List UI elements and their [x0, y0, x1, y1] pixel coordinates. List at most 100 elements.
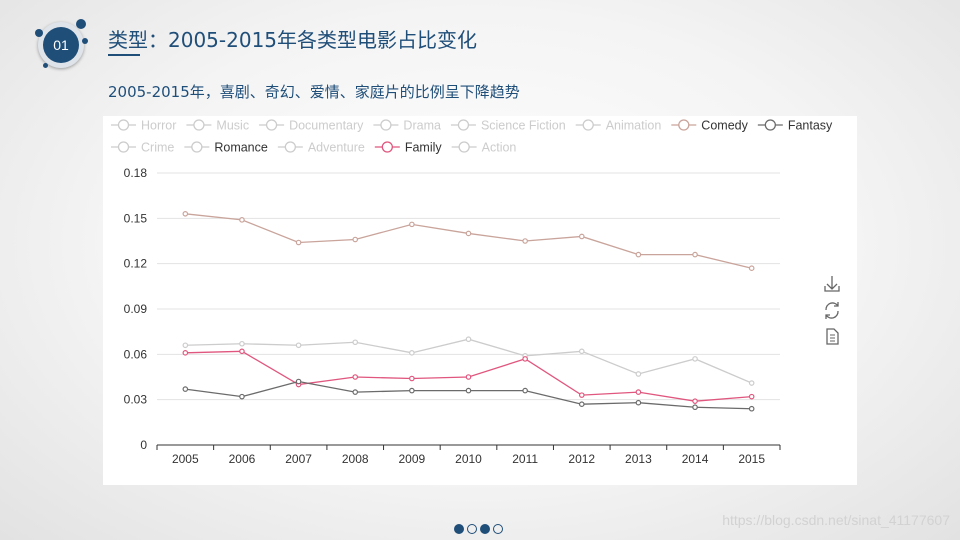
- x-tick-label: 2011: [512, 452, 538, 466]
- data-point: [409, 387, 415, 394]
- pager-dot[interactable]: [454, 524, 464, 534]
- y-tick-label: 0.03: [124, 393, 148, 407]
- x-tick-label: 2010: [455, 452, 482, 466]
- page-subtitle: 2005-2015年，喜剧、奇幻、爱情、家庭片的比例呈下降趋势: [108, 83, 520, 101]
- data-point: [522, 387, 528, 394]
- data-point: [578, 392, 585, 398]
- data-point: [578, 401, 585, 408]
- legend-item-family[interactable]: Family: [374, 141, 443, 155]
- x-tick-label: 2007: [285, 452, 312, 466]
- data-point: [409, 375, 415, 382]
- x-tick-label: 2015: [738, 452, 765, 466]
- data-view-icon[interactable]: [826, 328, 839, 345]
- data-point: [352, 236, 359, 243]
- data-point: [522, 356, 528, 362]
- data-point: [465, 387, 472, 394]
- data-point: [635, 389, 642, 395]
- line-chart: 0 0.03 0.06 0.09 0.12 0.15 0.18 2005 2006 2007 200…: [111, 119, 840, 466]
- data-point: [578, 348, 585, 355]
- y-tick-label: 0.15: [124, 211, 148, 225]
- watermark: https://blog.csdn.net/sinat_41177607: [722, 512, 950, 528]
- series-line-fantasy: [185, 380, 752, 410]
- pager-dot[interactable]: [480, 524, 490, 534]
- x-tick-label: 2005: [172, 452, 199, 466]
- legend-label: Romance: [214, 141, 268, 155]
- legend-label: Crime: [141, 141, 174, 155]
- data-point: [295, 378, 302, 385]
- legend-item-drama[interactable]: Drama: [373, 119, 441, 133]
- data-point: [182, 211, 189, 217]
- legend-label: Fantasy: [788, 119, 833, 133]
- legend-marker-icon: [117, 141, 130, 153]
- section-number: 01: [43, 27, 79, 63]
- x-tick-label: 2008: [342, 452, 369, 466]
- slide-pager: [454, 524, 503, 534]
- pager-dot[interactable]: [493, 524, 503, 534]
- x-tick-label: 2006: [229, 452, 256, 466]
- data-point: [635, 371, 642, 377]
- legend-item-romance[interactable]: Romance: [184, 141, 268, 155]
- series-line-comedy: [185, 213, 752, 269]
- legend-item-science-fiction[interactable]: Science Fiction: [450, 119, 566, 133]
- legend-marker-icon: [265, 119, 278, 131]
- y-tick-label: 0.09: [124, 302, 148, 316]
- badge-dot: [82, 38, 88, 44]
- data-point: [352, 374, 359, 380]
- legend-label: Science Fiction: [481, 119, 566, 133]
- data-point: [465, 374, 472, 380]
- refresh-icon[interactable]: [825, 302, 839, 319]
- data-point: [295, 239, 302, 246]
- legend-label: Animation: [606, 119, 662, 133]
- data-point: [748, 393, 755, 400]
- legend-label: Action: [482, 141, 517, 155]
- legend-label: Documentary: [289, 119, 364, 133]
- y-tick-label: 0.18: [124, 166, 148, 180]
- download-icon[interactable]: [824, 276, 840, 292]
- data-point: [182, 350, 189, 356]
- data-point: [748, 265, 755, 272]
- legend-label: Comedy: [701, 119, 748, 133]
- legend-label: Adventure: [308, 141, 365, 155]
- badge-dot: [76, 19, 86, 29]
- data-point: [635, 251, 642, 258]
- x-tick-label: 2012: [568, 452, 595, 466]
- badge-dot: [43, 63, 48, 68]
- x-tick-label: 2013: [625, 452, 652, 466]
- legend-item-comedy[interactable]: Comedy: [671, 119, 749, 133]
- legend-item-documentary[interactable]: Documentary: [259, 119, 364, 133]
- data-point: [692, 251, 698, 258]
- data-point: [578, 233, 585, 240]
- pager-dot[interactable]: [467, 524, 477, 534]
- legend-label: Music: [216, 119, 249, 133]
- y-tick-label: 0.12: [124, 257, 148, 271]
- legend-item-crime[interactable]: Crime: [111, 141, 174, 155]
- legend-marker-icon: [117, 119, 130, 131]
- legend-item-adventure[interactable]: Adventure: [277, 141, 365, 155]
- data-point: [295, 342, 302, 349]
- chart-panel: 0 0.03 0.06 0.09 0.12 0.15 0.18 2005 2006 2007 200…: [103, 116, 857, 485]
- legend-label: Family: [405, 141, 443, 155]
- legend-marker-icon: [284, 141, 296, 153]
- data-point: [352, 339, 359, 346]
- x-tick-label: 2009: [399, 452, 426, 466]
- data-point: [465, 230, 472, 237]
- data-point: [748, 380, 755, 386]
- page-title: 类型：2005-2015年各类型电影占比变化: [108, 28, 478, 52]
- legend-item-action[interactable]: Action: [451, 141, 517, 155]
- data-point: [465, 336, 472, 343]
- legend-marker-icon: [678, 119, 690, 131]
- data-point: [182, 386, 189, 392]
- legend-item-fantasy[interactable]: Fantasy: [757, 119, 833, 133]
- legend-item-animation[interactable]: Animation: [575, 119, 662, 133]
- data-point: [748, 405, 755, 412]
- data-point: [635, 399, 642, 406]
- legend-item-horror[interactable]: Horror: [111, 119, 176, 133]
- data-point: [409, 221, 415, 228]
- title-underline: [108, 54, 140, 56]
- data-point: [522, 238, 528, 244]
- data-point: [692, 404, 698, 411]
- legend-marker-icon: [380, 119, 392, 131]
- legend-item-music[interactable]: Music: [186, 119, 249, 133]
- legend-marker-icon: [193, 119, 205, 131]
- legend-label: Drama: [403, 119, 441, 133]
